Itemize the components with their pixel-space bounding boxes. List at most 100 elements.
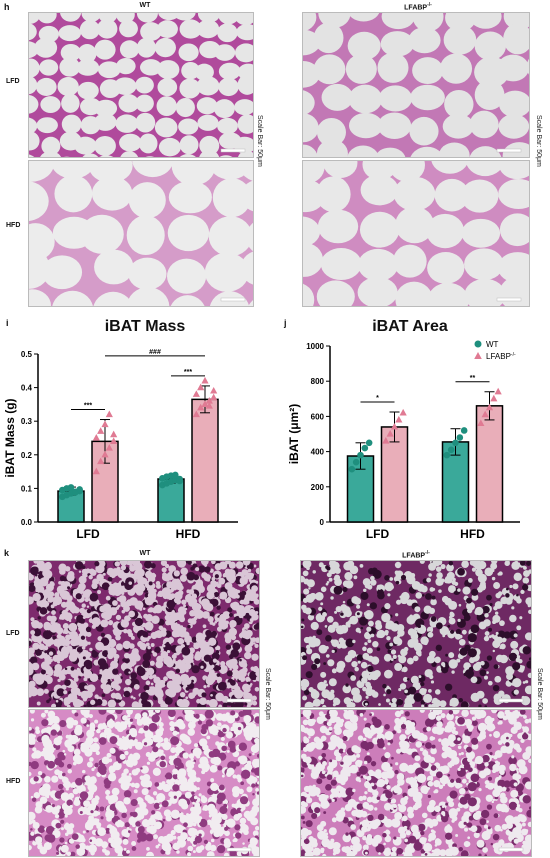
y-axis-label: iBAT (μm²): [287, 404, 301, 464]
panel-letter-i: i: [6, 318, 9, 328]
data-point: [443, 451, 451, 459]
significance-label: ***: [84, 403, 92, 410]
data-point: [399, 408, 407, 416]
data-point: [192, 410, 200, 418]
x-tick-label: HFD: [176, 527, 201, 541]
bar: [191, 398, 219, 523]
row-label-hfd: HFD: [6, 778, 21, 785]
column-header-lfabp: LFABP-/-: [404, 2, 432, 12]
significance-label: ***: [184, 369, 192, 376]
data-point: [76, 486, 83, 493]
data-point: [105, 410, 113, 418]
data-point: [477, 419, 485, 427]
data-point: [481, 410, 489, 418]
data-point: [201, 376, 209, 384]
data-point: [197, 383, 205, 391]
y-tick-label: 600: [311, 412, 325, 421]
data-point: [201, 400, 209, 407]
column-header-lfabp: LFABP-/-: [402, 550, 430, 560]
significance-label: **: [470, 375, 476, 382]
column-header-wt: WT: [139, 550, 151, 557]
data-point: [352, 458, 360, 466]
scale-bar-label: Scale Bar: 50μm: [535, 115, 542, 167]
micrograph-lfabp-hfd: [300, 709, 532, 857]
legend-label: LFABP-/-: [486, 352, 516, 361]
data-point: [97, 457, 105, 465]
data-point: [67, 484, 75, 491]
data-point: [110, 437, 118, 444]
x-tick-label: LFD: [76, 527, 100, 541]
data-point: [460, 427, 468, 434]
data-point: [386, 430, 394, 437]
y-tick-label: 1000: [306, 342, 324, 351]
y-tick-label: 800: [311, 377, 325, 386]
row-label-lfd: LFD: [6, 630, 20, 637]
y-tick-label: 0.1: [21, 484, 33, 493]
y-tick-label: 0.0: [21, 518, 33, 527]
micrograph-lfabp-hfd: [302, 160, 530, 307]
chart-title-i: iBAT Mass: [104, 318, 186, 335]
data-point: [197, 403, 205, 411]
scale-bar: [220, 148, 246, 153]
data-point: [485, 403, 494, 411]
data-point: [365, 439, 373, 447]
data-point: [205, 402, 213, 409]
data-point: [348, 465, 356, 473]
scale-bar-label: Scale Bar: 50μm: [256, 115, 263, 167]
scale-bar: [496, 297, 522, 302]
row-label-hfd: HFD: [6, 222, 21, 229]
data-point: [395, 415, 403, 423]
data-point: [357, 451, 364, 459]
chart-title-j: iBAT Area: [372, 318, 448, 335]
micrograph-wt-hfd: [28, 709, 260, 857]
data-point: [172, 471, 179, 479]
data-point: [110, 430, 118, 438]
scale-bar-label: Scale Bar: 50μm: [536, 668, 543, 720]
data-point: [105, 444, 113, 451]
data-point: [101, 420, 109, 428]
column-header-wt: WT: [139, 2, 151, 9]
y-axis-label: iBAT Mass (g): [3, 398, 17, 477]
significance-label: ###: [149, 349, 161, 356]
y-tick-label: 0.5: [21, 350, 33, 359]
panel-letter-h: h: [4, 2, 10, 12]
data-point: [210, 386, 218, 394]
micrograph-lfabp-lfd: [300, 560, 532, 708]
data-point: [361, 444, 369, 452]
panel-letter-k: k: [4, 548, 10, 558]
data-point: [92, 434, 100, 441]
data-point: [456, 434, 464, 441]
data-point: [192, 390, 200, 397]
y-tick-label: 200: [311, 483, 325, 492]
data-point: [447, 446, 455, 454]
data-point: [97, 427, 105, 434]
data-point: [101, 450, 109, 458]
y-tick-label: 0.3: [21, 417, 33, 426]
micrograph-wt-lfd: [28, 560, 260, 708]
legend-marker: [474, 340, 482, 348]
data-point: [494, 387, 502, 395]
legend-marker: [474, 352, 482, 359]
micrograph-lfabp-lfd: [302, 12, 530, 158]
data-point: [176, 477, 183, 485]
data-point: [382, 437, 390, 444]
y-tick-label: 400: [311, 448, 325, 457]
x-tick-label: HFD: [460, 527, 485, 541]
panel-letter-j: j: [284, 318, 287, 328]
data-point: [452, 439, 459, 447]
micrograph-wt-lfd: [28, 12, 254, 158]
y-tick-label: 0.4: [21, 384, 33, 393]
data-point: [490, 394, 498, 402]
data-point: [205, 397, 213, 404]
data-point: [390, 422, 399, 430]
chart-ibat-mass: 0.0 0.1 0.2 0.3 0.4 0.5 iBAT Mass (g) LFD HFD ***…: [3, 349, 238, 541]
x-tick-label: LFD: [366, 527, 390, 541]
row-label-lfd: LFD: [6, 78, 20, 85]
data-point: [92, 467, 100, 475]
scale-bar: [220, 297, 246, 302]
scale-bar-label: Scale Bar: 50μm: [264, 668, 271, 720]
y-tick-label: 0.2: [21, 451, 33, 460]
significance-label: *: [376, 395, 379, 402]
scale-bar: [496, 148, 522, 153]
legend-label: WT: [486, 340, 499, 349]
